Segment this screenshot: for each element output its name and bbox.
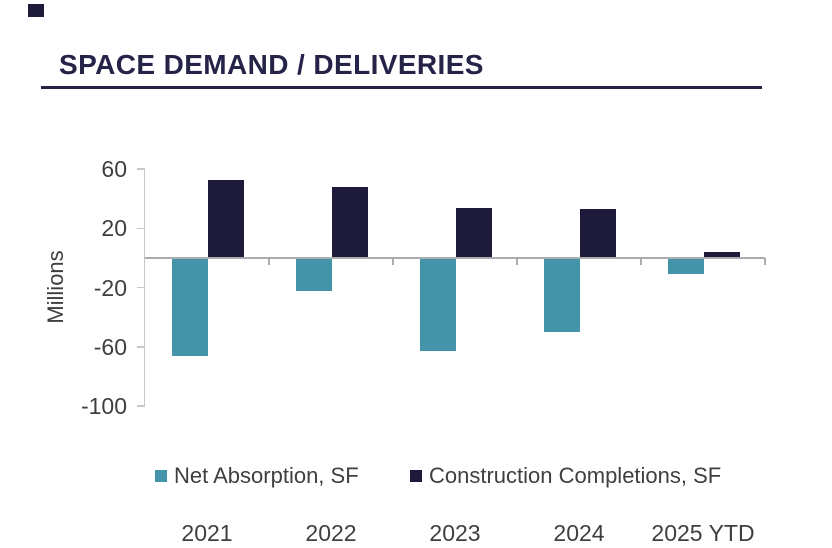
x-tick-mark (268, 258, 270, 265)
x-axis-label: 2025 YTD (651, 520, 755, 546)
legend-item-construction-completions: Construction Completions, SF (410, 463, 722, 488)
legend-label-net-absorption: Net Absorption, SF (174, 463, 359, 488)
x-tick-mark (640, 258, 642, 265)
x-tick-mark (764, 258, 766, 265)
y-tick-mark (137, 227, 145, 230)
y-tick-mark (137, 405, 145, 407)
legend-item-net-absorption: Net Absorption, SF (155, 463, 359, 488)
bar-construction-completions-2021 (208, 179, 244, 258)
bar-construction-completions-2023 (456, 207, 492, 258)
x-axis-label: 2023 (429, 520, 481, 546)
legend-swatch-net-absorption (155, 470, 167, 482)
y-tick-label: 20 (101, 215, 127, 242)
bar-net-absorption-2022 (296, 258, 332, 291)
space-demand-deliveries-chart: Millions 60 20 -20 -60 -100 2021 2022 2023 2024 2… (0, 100, 832, 546)
x-axis-label: 2022 (305, 520, 357, 546)
y-tick-label: -100 (80, 393, 127, 419)
bar-net-absorption-2024 (544, 258, 580, 332)
bar-net-absorption-2021 (172, 258, 208, 356)
y-tick-mark (137, 168, 145, 170)
page-title: SPACE DEMAND / DELIVERIES (59, 49, 484, 80)
legend-label-construction-completions: Construction Completions, SF (429, 463, 722, 488)
bar-construction-completions-2025-ytd (704, 252, 740, 258)
x-axis-label: 2024 (553, 520, 605, 546)
title-underline (41, 86, 762, 89)
x-tick-mark (392, 258, 394, 265)
accent-square (28, 4, 44, 17)
y-tick-mark (137, 346, 145, 348)
bar-net-absorption-2025-ytd (668, 258, 704, 275)
y-tick-label: 60 (101, 156, 127, 183)
x-axis-label: 2021 (181, 520, 233, 546)
y-tick-label: -60 (93, 333, 127, 360)
bar-construction-completions-2022 (332, 186, 368, 258)
zero-axis-line (145, 257, 765, 259)
bar-net-absorption-2023 (420, 258, 456, 352)
bar-construction-completions-2024 (580, 209, 616, 258)
y-tick-label: -20 (93, 274, 127, 301)
y-tick-mark (137, 286, 145, 289)
x-tick-mark (516, 258, 518, 265)
legend-swatch-construction-completions (410, 470, 422, 482)
